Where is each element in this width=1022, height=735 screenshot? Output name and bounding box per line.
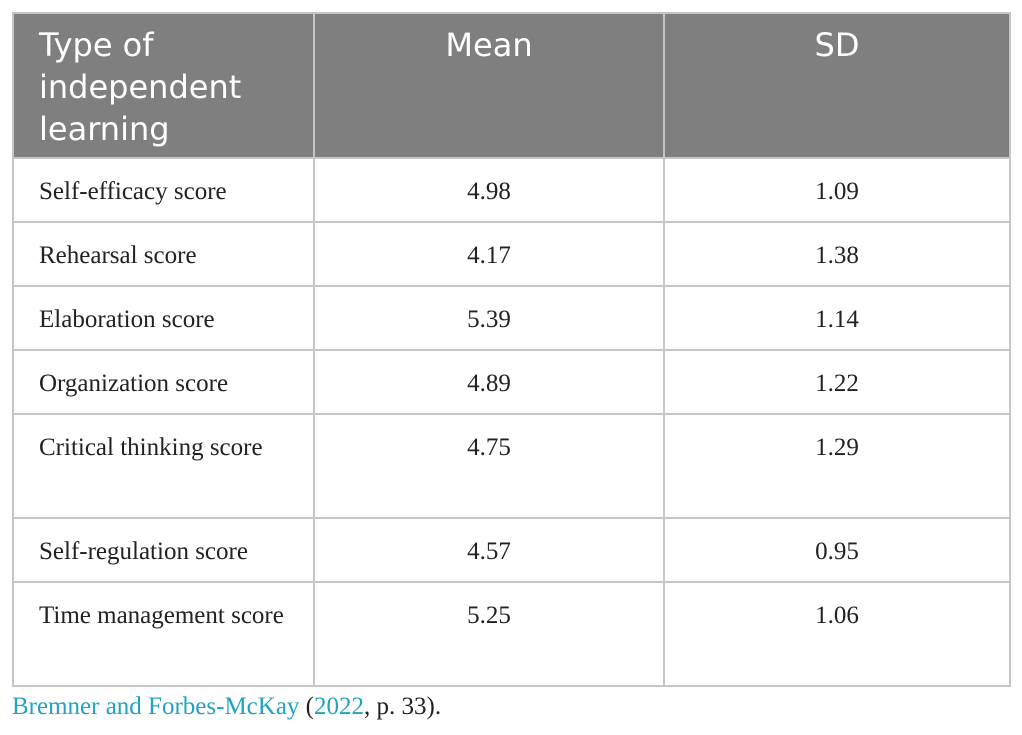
citation-year-link[interactable]: 2022 [314, 693, 364, 720]
citation-open-paren: ( [299, 693, 314, 720]
cell-type: Self-regulation score [12, 517, 315, 583]
header-type: Type of independent learning [12, 12, 315, 159]
cell-sd: 1.38 [663, 221, 1011, 287]
table-row: Time management score 5.25 1.06 [12, 581, 1011, 687]
statistics-table: Type of independent learning Mean SD Sel… [12, 12, 1011, 687]
cell-sd: 1.09 [663, 157, 1011, 223]
cell-mean: 5.25 [313, 581, 665, 687]
table-row: Critical thinking score 4.75 1.29 [12, 413, 1011, 519]
cell-sd: 1.22 [663, 349, 1011, 415]
cell-mean: 4.75 [313, 413, 665, 519]
cell-sd: 1.06 [663, 581, 1011, 687]
cell-type: Time management score [12, 581, 315, 687]
citation-authors-link[interactable]: Bremner and Forbes-McKay [12, 693, 300, 720]
cell-type: Rehearsal score [12, 221, 315, 287]
cell-type: Organization score [12, 349, 315, 415]
cell-type: Self-efficacy score [12, 157, 315, 223]
cell-sd: 0.95 [663, 517, 1011, 583]
cell-sd: 1.29 [663, 413, 1011, 519]
table-row: Self-regulation score 4.57 0.95 [12, 517, 1011, 583]
table-row: Rehearsal score 4.17 1.38 [12, 221, 1011, 287]
cell-type: Critical thinking score [12, 413, 315, 519]
header-mean: Mean [313, 12, 665, 159]
table-source-caption: Bremner and Forbes-McKay (2022, p. 33). [12, 690, 441, 724]
cell-mean: 4.89 [313, 349, 665, 415]
table-row: Organization score 4.89 1.22 [12, 349, 1011, 415]
table-row: Self-efficacy score 4.98 1.09 [12, 157, 1011, 223]
cell-mean: 4.17 [313, 221, 665, 287]
cell-mean: 4.98 [313, 157, 665, 223]
cell-sd: 1.14 [663, 285, 1011, 351]
table-row: Elaboration score 5.39 1.14 [12, 285, 1011, 351]
cell-mean: 4.57 [313, 517, 665, 583]
header-sd: SD [663, 12, 1011, 159]
cell-type: Elaboration score [12, 285, 315, 351]
cell-mean: 5.39 [313, 285, 665, 351]
table-header-row: Type of independent learning Mean SD [12, 12, 1011, 159]
citation-page: , p. 33). [364, 693, 442, 720]
